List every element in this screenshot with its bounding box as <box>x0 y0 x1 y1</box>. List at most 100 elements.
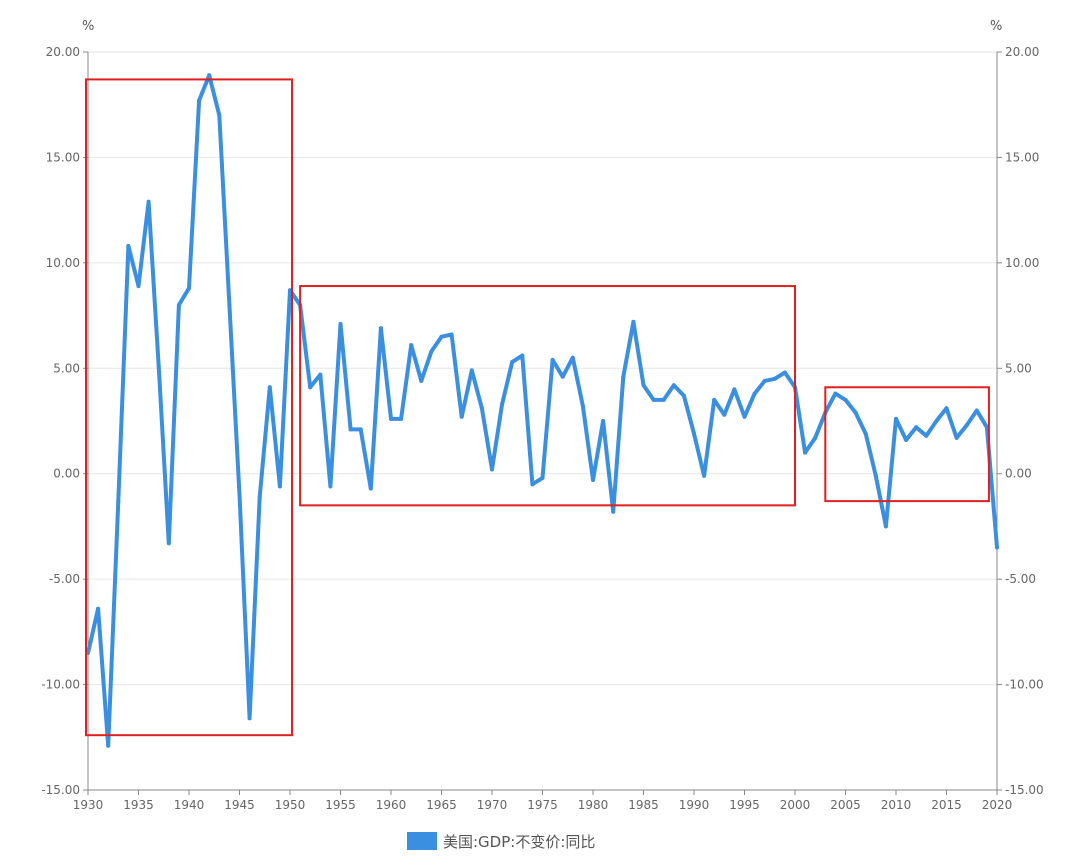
data-point <box>116 499 121 504</box>
data-point <box>601 419 606 423</box>
left-tick-label: 0.00 <box>53 467 80 481</box>
legend-swatch <box>407 832 437 850</box>
data-point <box>419 378 424 383</box>
data-point <box>934 419 939 423</box>
data-point <box>126 244 131 248</box>
data-point <box>974 408 979 413</box>
right-tick-label: -15.00 <box>1005 783 1044 797</box>
right-tick-label: -10.00 <box>1005 678 1044 692</box>
x-tick-label: 1950 <box>275 798 306 812</box>
data-point <box>187 286 191 291</box>
left-tick-label: -15.00 <box>41 783 80 797</box>
x-tick-label: 1980 <box>578 798 609 812</box>
data-point <box>328 484 333 489</box>
data-point <box>883 524 888 529</box>
x-tick-label: 1970 <box>477 798 508 812</box>
data-point <box>136 284 141 289</box>
data-point <box>772 376 777 381</box>
data-point <box>570 355 575 360</box>
data-point <box>540 475 545 480</box>
data-point <box>580 404 585 409</box>
data-point <box>944 406 949 411</box>
x-tick-label: 2005 <box>830 798 861 812</box>
data-point <box>207 73 212 78</box>
data-point <box>641 383 646 388</box>
data-point <box>752 391 757 396</box>
x-tick-label: 1985 <box>628 798 659 812</box>
data-point <box>389 416 393 421</box>
highlight-rectangle <box>299 285 796 507</box>
data-point <box>247 716 252 721</box>
x-tick-label: 1930 <box>73 798 104 812</box>
series-layer <box>86 73 999 748</box>
data-point <box>96 606 101 611</box>
data-point <box>156 364 161 369</box>
left-unit-label: % <box>82 19 94 34</box>
data-point <box>510 360 515 364</box>
data-point <box>692 431 696 436</box>
data-point <box>288 288 292 293</box>
right-tick-label: 10.00 <box>1005 256 1039 270</box>
right-tick-label: 0.00 <box>1005 467 1032 481</box>
data-point <box>762 378 767 383</box>
data-point <box>378 326 383 331</box>
data-point <box>469 368 474 373</box>
highlight-rectangle <box>824 386 990 503</box>
data-point <box>843 397 848 402</box>
data-point <box>449 332 454 337</box>
data-point <box>782 370 787 375</box>
right-unit-label: % <box>990 19 1002 34</box>
data-point <box>308 385 313 390</box>
x-tick-label: 1995 <box>729 798 760 812</box>
data-point <box>671 383 676 388</box>
x-tick-label: 1975 <box>527 798 558 812</box>
x-tick-label: 2020 <box>982 798 1013 812</box>
data-point <box>86 650 90 655</box>
right-y-ticks: 20.00 15.00 10.00 5.00 0.00 -5.00 -10.00 -15.00 <box>997 45 1044 797</box>
legend-label: 美国:GDP:不变价:同比 <box>443 833 595 851</box>
left-y-ticks: 20.00 15.00 10.00 5.00 0.00 -5.00 -10.00 -15.00 <box>41 45 88 797</box>
left-tick-label: 5.00 <box>53 361 80 375</box>
series-line <box>86 73 999 748</box>
right-tick-label: 20.00 <box>1005 45 1039 59</box>
data-point <box>267 385 272 390</box>
data-point <box>338 322 343 326</box>
data-point <box>237 492 242 497</box>
data-point <box>439 334 444 339</box>
x-tick-label: 2010 <box>881 798 912 812</box>
data-point <box>106 743 111 748</box>
highlight-rectangle <box>84 78 294 737</box>
data-point <box>853 410 858 415</box>
data-point <box>803 450 808 455</box>
data-point <box>924 433 929 438</box>
data-point <box>894 416 898 421</box>
x-tick-label: 1940 <box>174 798 205 812</box>
data-point <box>914 425 919 430</box>
data-point <box>348 427 353 432</box>
data-point <box>409 343 414 348</box>
data-point <box>863 431 868 436</box>
data-point <box>429 349 434 354</box>
data-point <box>146 199 151 204</box>
data-point <box>813 435 818 440</box>
data-point <box>964 423 969 428</box>
data-point <box>621 374 626 379</box>
data-point <box>954 435 959 440</box>
data-point <box>500 402 505 407</box>
x-tick-label: 2000 <box>780 798 811 812</box>
data-point <box>722 412 727 417</box>
data-point <box>318 372 323 377</box>
data-point <box>742 414 747 419</box>
data-point <box>479 406 484 411</box>
x-tick-label: 1990 <box>679 798 710 812</box>
x-tick-label: 2015 <box>931 798 962 812</box>
data-point <box>277 484 282 489</box>
data-point <box>217 113 222 118</box>
data-point <box>984 425 989 430</box>
data-point <box>257 494 262 499</box>
data-point <box>490 467 494 472</box>
data-point <box>732 387 737 392</box>
left-tick-label: -5.00 <box>49 572 80 586</box>
data-point <box>176 303 181 307</box>
legend[interactable]: 美国:GDP:不变价:同比 <box>407 832 595 851</box>
